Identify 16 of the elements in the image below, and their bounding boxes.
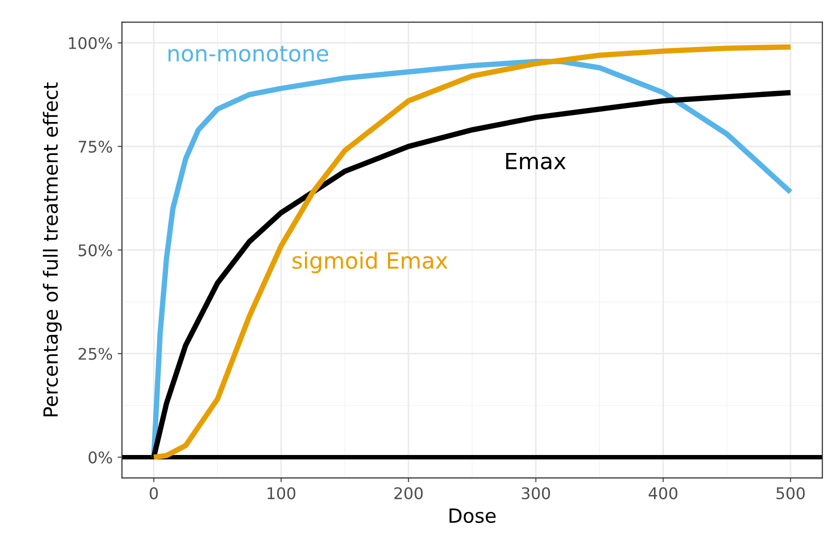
y-tick-label: 0% [88,451,112,464]
x-tick-label: 300 [522,487,550,500]
series-label: non-monotone [168,46,328,62]
x-tick-label: 200 [394,487,423,500]
y-tick-label: 75% [78,140,112,153]
x-tick-label: 100 [268,487,296,500]
y-tick-label: 50% [78,244,112,256]
x-tick-label: 0 [150,487,158,500]
x-tick-label: 500 [776,487,805,500]
y-tick-label: 100% [69,37,112,50]
x-tick-label: 400 [648,487,678,500]
x-axis-title: Dose [450,508,496,523]
y-tick-label: 25% [78,348,112,360]
series-label: sigmoid Emax [292,252,448,274]
series-label: Emax [506,152,566,170]
y-axis-title: Percentage of full treatment effect [42,82,62,416]
